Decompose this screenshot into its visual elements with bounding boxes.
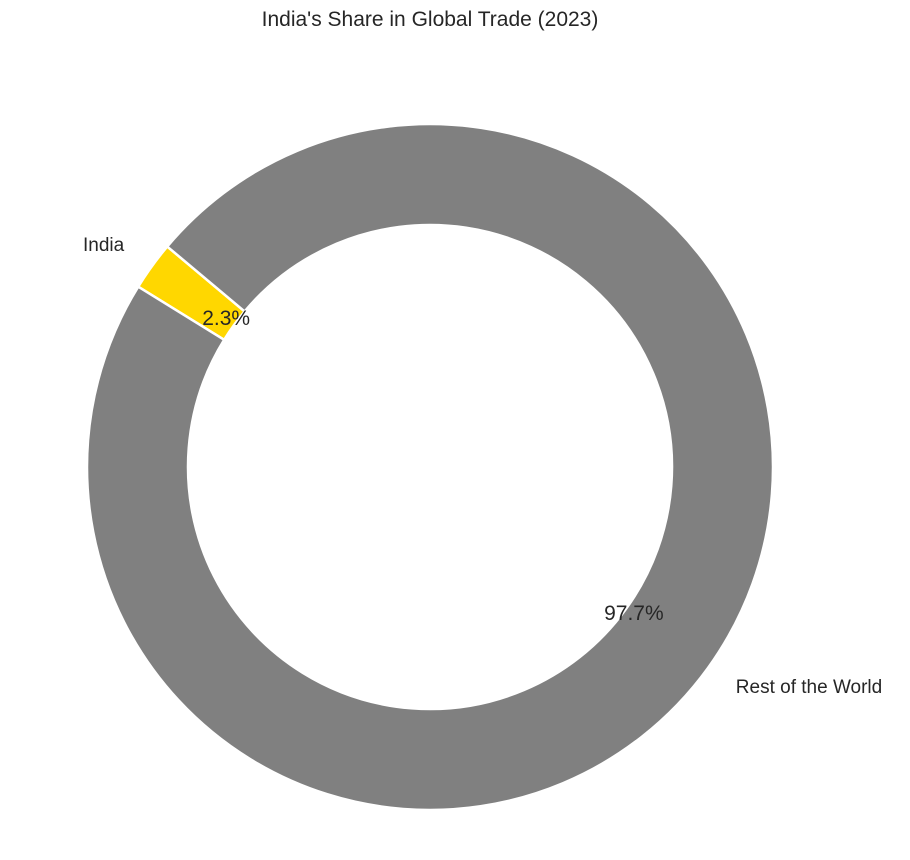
labels-group: India 2.3% Rest of the World 97.7% — [83, 235, 882, 698]
slice-label-0: India — [83, 235, 125, 256]
slice-label-1: Rest of the World — [736, 677, 882, 698]
percent-label-1: 97.7% — [604, 602, 664, 625]
chart-title: India's Share in Global Trade (2023) — [262, 8, 599, 31]
slices-group — [85, 122, 775, 812]
percent-label-0: 2.3% — [202, 307, 250, 330]
slice-rest-of-the-world — [85, 122, 775, 812]
